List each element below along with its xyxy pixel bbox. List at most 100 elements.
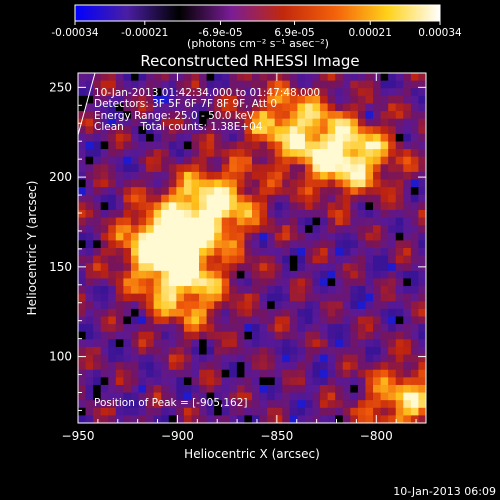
heatmap-cell (183, 240, 193, 249)
heatmap-cell (183, 278, 193, 287)
solar-limb-line (77, 72, 96, 136)
heatmap-cell (115, 286, 124, 295)
heatmap-cell (244, 187, 253, 196)
heatmap-cell (373, 240, 382, 249)
heatmap-cell (350, 179, 359, 188)
heatmap-cell (335, 187, 344, 196)
heatmap-cell (289, 149, 298, 158)
heatmap-cell (403, 331, 412, 340)
heatmap-cell (85, 324, 94, 333)
heatmap-cell (244, 354, 253, 363)
heatmap-cell (244, 111, 253, 120)
heatmap-cell (123, 171, 132, 181)
heatmap-cell (130, 263, 140, 272)
heatmap-cell (274, 354, 283, 363)
heatmap-cell (176, 400, 185, 409)
heatmap-cell (93, 187, 102, 196)
heatmap-cell (395, 384, 404, 394)
annotation-clean-counts: Clean Total counts: 1.38E+04 (94, 121, 263, 133)
heatmap-cell (357, 400, 367, 409)
heatmap-cell (259, 179, 268, 188)
heatmap-cell (100, 164, 109, 173)
heatmap-cell (153, 202, 162, 211)
heatmap-cell (93, 407, 102, 416)
heatmap-cell (85, 225, 94, 234)
heatmap-cell (191, 73, 200, 82)
heatmap-cell (342, 286, 351, 295)
heatmap-cell (161, 232, 170, 241)
heatmap-cell (153, 88, 162, 97)
heatmap-cell (297, 240, 306, 249)
heatmap-cell (335, 240, 344, 249)
heatmap-cell (252, 225, 261, 234)
heatmap-cell (206, 324, 215, 333)
heatmap-cell (146, 384, 155, 394)
heatmap-cell (365, 415, 374, 423)
heatmap-cell (206, 339, 215, 348)
heatmap-cell (191, 225, 200, 234)
heatmap-cell (320, 308, 329, 318)
heatmap-cell (418, 149, 426, 158)
heatmap-cell (191, 202, 200, 211)
heatmap-cell (130, 308, 140, 318)
heatmap-cell (252, 346, 261, 356)
heatmap-cell (115, 118, 124, 127)
heatmap-cell (199, 217, 208, 226)
heatmap-cell (388, 400, 397, 409)
heatmap-cell (221, 133, 230, 143)
heatmap-cell (214, 400, 223, 409)
heatmap-cell (176, 248, 185, 257)
heatmap-cell (221, 293, 230, 302)
heatmap-cell (123, 95, 132, 105)
heatmap-cell (274, 103, 283, 112)
heatmap-cell (153, 369, 162, 378)
heatmap-cell (327, 278, 336, 287)
heatmap-cell (153, 164, 162, 173)
x-tick-label: −900 (161, 429, 194, 443)
heatmap-cell (312, 232, 321, 241)
heatmap-cell (282, 270, 291, 280)
heatmap-cell (168, 171, 177, 181)
heatmap-cell (403, 415, 412, 423)
axis-ticks (77, 73, 426, 423)
heatmap-cell (130, 88, 140, 97)
heatmap-cell (357, 248, 367, 257)
heatmap-cell (199, 141, 208, 150)
heatmap-cell (229, 118, 238, 127)
heatmap-cell (78, 346, 87, 356)
heatmap-cell (327, 95, 336, 105)
heatmap-cell (138, 362, 147, 371)
heatmap-cell (410, 156, 420, 165)
heatmap-cell (350, 118, 359, 127)
heatmap-cell (388, 263, 397, 272)
heatmap-cell (267, 194, 276, 203)
heatmap-cell (342, 377, 351, 386)
heatmap-cell (206, 209, 215, 219)
heatmap-cell (380, 209, 389, 219)
heatmap-cell (176, 362, 185, 371)
heatmap-cell (214, 316, 223, 325)
heatmap-cell (388, 209, 397, 219)
heatmap-cell (289, 126, 298, 135)
heatmap-cell (123, 339, 132, 348)
heatmap-cell (206, 354, 215, 363)
heatmap-cell (244, 316, 253, 325)
heatmap-cell (320, 384, 329, 394)
heatmap-cell (388, 415, 397, 423)
heatmap-cell (327, 286, 336, 295)
heatmap-cell (252, 133, 261, 143)
heatmap-cell (388, 73, 397, 82)
heatmap-cell (191, 354, 200, 363)
heatmap-cell (168, 187, 177, 196)
heatmap-cell (100, 133, 109, 143)
heatmap-cell (191, 301, 200, 310)
heatmap-cell (229, 217, 238, 226)
heatmap-cell (85, 354, 94, 363)
heatmap-cell (267, 377, 276, 386)
heatmap-cell (206, 384, 215, 394)
heatmap-cell (214, 171, 223, 181)
heatmap-cell (320, 187, 329, 196)
heatmap-cell (130, 346, 140, 356)
heatmap-cell (289, 187, 298, 196)
heatmap-cell (282, 339, 291, 348)
